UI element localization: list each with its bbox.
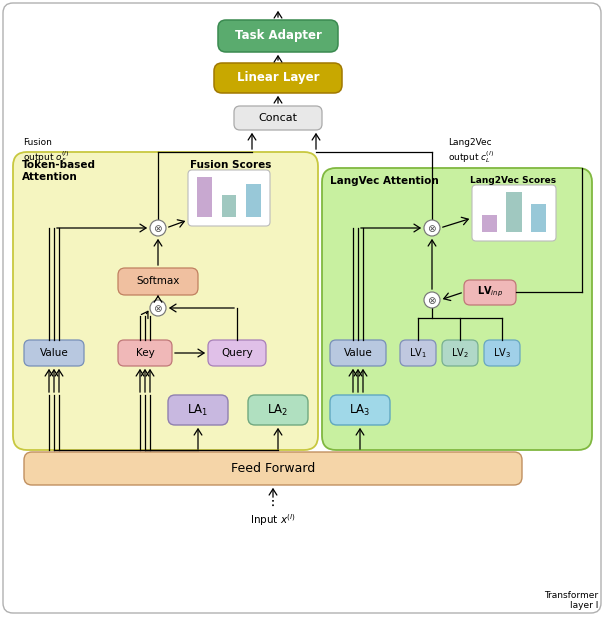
Text: $\otimes$: $\otimes$ (427, 223, 437, 233)
Text: Fusion
output $o_F^{(l)}$: Fusion output $o_F^{(l)}$ (23, 138, 69, 165)
FancyBboxPatch shape (218, 20, 338, 52)
FancyBboxPatch shape (188, 170, 270, 226)
Text: Input $x^{(l)}$: Input $x^{(l)}$ (250, 512, 296, 528)
FancyBboxPatch shape (24, 452, 522, 485)
Bar (222, 195, 236, 217)
FancyBboxPatch shape (442, 340, 478, 366)
Text: Value: Value (40, 348, 68, 358)
Text: LV$_3$: LV$_3$ (493, 346, 511, 360)
Text: Value: Value (344, 348, 373, 358)
Bar (506, 192, 522, 232)
FancyBboxPatch shape (208, 340, 266, 366)
FancyBboxPatch shape (464, 280, 516, 305)
Text: LA$_3$: LA$_3$ (349, 402, 371, 417)
Text: Softmax: Softmax (137, 276, 179, 286)
Text: Lang2Vec Scores: Lang2Vec Scores (470, 176, 556, 185)
Circle shape (424, 220, 440, 236)
Text: LangVec Attention: LangVec Attention (330, 176, 439, 186)
Text: LV$_1$: LV$_1$ (409, 346, 427, 360)
Text: Task Adapter: Task Adapter (234, 29, 321, 42)
FancyBboxPatch shape (3, 3, 601, 613)
Bar (246, 183, 260, 217)
Text: Key: Key (136, 348, 155, 358)
FancyBboxPatch shape (484, 340, 520, 366)
FancyBboxPatch shape (330, 340, 386, 366)
FancyBboxPatch shape (118, 340, 172, 366)
FancyBboxPatch shape (118, 268, 198, 295)
Text: Feed Forward: Feed Forward (231, 462, 315, 475)
Text: Lang2Vec
output $c_L^{(l)}$: Lang2Vec output $c_L^{(l)}$ (448, 138, 494, 165)
FancyBboxPatch shape (168, 395, 228, 425)
FancyBboxPatch shape (214, 63, 342, 93)
Text: LA$_2$: LA$_2$ (268, 402, 289, 417)
FancyBboxPatch shape (248, 395, 308, 425)
Text: LV$_{inp}$: LV$_{inp}$ (477, 285, 503, 299)
FancyBboxPatch shape (400, 340, 436, 366)
Text: $\otimes$: $\otimes$ (427, 294, 437, 305)
Text: Token-based
Attention: Token-based Attention (22, 160, 96, 182)
Circle shape (150, 220, 166, 236)
Circle shape (150, 300, 166, 316)
FancyBboxPatch shape (13, 152, 318, 450)
FancyBboxPatch shape (234, 106, 322, 130)
Bar (198, 177, 212, 217)
Text: $\otimes$: $\otimes$ (153, 223, 163, 233)
Text: Fusion Scores: Fusion Scores (190, 160, 271, 170)
Bar (481, 215, 496, 232)
FancyBboxPatch shape (322, 168, 592, 450)
Text: Concat: Concat (259, 113, 298, 123)
FancyBboxPatch shape (472, 185, 556, 241)
Circle shape (424, 292, 440, 308)
Text: Linear Layer: Linear Layer (237, 72, 320, 85)
Bar (532, 203, 547, 232)
Text: LV$_2$: LV$_2$ (451, 346, 469, 360)
Text: Transformer
layer l: Transformer layer l (544, 591, 598, 610)
Text: $\otimes$: $\otimes$ (153, 302, 163, 313)
Text: Query: Query (221, 348, 253, 358)
Text: LA$_1$: LA$_1$ (187, 402, 208, 417)
FancyBboxPatch shape (330, 395, 390, 425)
FancyBboxPatch shape (24, 340, 84, 366)
